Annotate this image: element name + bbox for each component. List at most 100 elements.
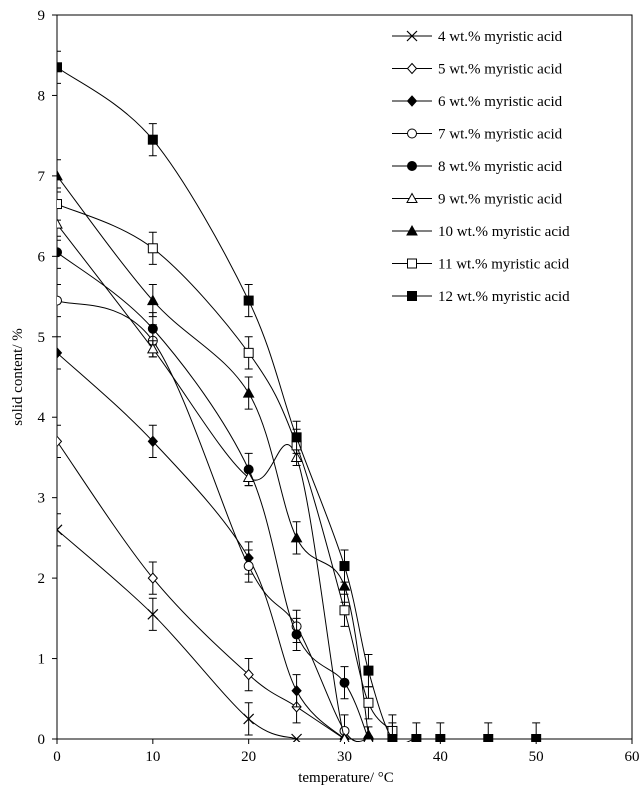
data-point (407, 291, 417, 301)
data-point (363, 697, 374, 708)
series-5 (57, 235, 374, 742)
error-bar (57, 513, 61, 547)
data-point (406, 95, 418, 107)
data-point (290, 531, 303, 543)
data-point (57, 295, 62, 306)
series-2 (57, 424, 350, 742)
legend-label: 10 wt.% myristic acid (438, 224, 570, 240)
legend-label: 6 wt.% myristic acid (438, 94, 563, 110)
series-1 (57, 513, 303, 742)
legend-item-7: 10 wt.% myristic acid (392, 224, 570, 240)
error-bar (57, 50, 61, 84)
data-point (57, 435, 63, 448)
y-tick-label: 4 (38, 410, 46, 426)
legend-label: 9 wt.% myristic acid (438, 192, 563, 208)
series-line (57, 352, 345, 740)
series-3 (57, 336, 350, 742)
x-tick-label: 30 (337, 749, 352, 765)
data-point (406, 224, 418, 236)
data-point (339, 732, 350, 742)
legend-label: 12 wt.% myristic acid (438, 289, 570, 305)
series-line (57, 300, 369, 742)
data-point (57, 347, 63, 359)
data-point (406, 30, 418, 42)
legend-item-4: 7 wt.% myristic acid (392, 127, 563, 143)
data-point (362, 728, 375, 740)
x-tick-label: 50 (529, 749, 544, 765)
x-tick-label: 40 (433, 749, 448, 765)
y-tick-label: 2 (38, 571, 46, 587)
data-point (407, 161, 417, 171)
data-point (57, 524, 63, 536)
x-tick-label: 20 (241, 749, 256, 765)
x-axis-title: temperature/ °C (298, 770, 394, 786)
error-bar (57, 336, 61, 370)
series-8 (57, 187, 398, 740)
legend: 4 wt.% myristic acid 5 wt.% myristic acid… (392, 29, 570, 305)
data-point (483, 734, 494, 742)
data-point (57, 62, 62, 73)
y-tick-label: 1 (38, 652, 46, 668)
data-point (407, 258, 417, 269)
y-tick-label: 6 (38, 249, 46, 265)
data-point (406, 62, 418, 75)
data-point (387, 734, 398, 742)
data-point (147, 323, 158, 334)
x-tick-label: 0 (53, 749, 61, 765)
series-line (57, 529, 297, 740)
data-point (435, 734, 446, 742)
data-point (243, 295, 254, 306)
y-tick-label: 8 (38, 88, 46, 104)
data-point (406, 192, 418, 203)
y-tick-label: 3 (38, 491, 46, 507)
legend-item-3: 6 wt.% myristic acid (392, 94, 563, 110)
legend-item-5: 8 wt.% myristic acid (392, 159, 563, 175)
y-tick-label: 5 (38, 330, 46, 346)
legend-label: 4 wt.% myristic acid (438, 29, 563, 45)
y-tick-label: 9 (38, 8, 46, 24)
legend-label: 5 wt.% myristic acid (438, 62, 563, 78)
data-point (147, 435, 159, 448)
axes: 0 10 20 30 40 50 60 0 1 2 3 4 5 6 7 8 9 (38, 8, 640, 765)
data-point (242, 387, 255, 398)
series-layer (57, 50, 542, 742)
data-point (147, 243, 158, 254)
data-point (146, 294, 159, 306)
data-point (57, 199, 62, 210)
data-point (339, 561, 350, 572)
y-tick-label: 7 (38, 169, 46, 185)
data-point (291, 684, 302, 697)
legend-item-1: 4 wt.% myristic acid (392, 29, 563, 45)
data-point (147, 134, 158, 145)
data-point (339, 605, 350, 616)
error-bar (57, 424, 61, 458)
series-line (57, 203, 393, 732)
y-tick-label: 0 (38, 732, 46, 748)
error-bar (57, 159, 61, 193)
data-point (243, 713, 255, 725)
error-bar (57, 187, 61, 221)
legend-item-9: 12 wt.% myristic acid (392, 289, 570, 305)
series-7 (57, 159, 375, 740)
error-bar (57, 283, 61, 318)
series-6 (57, 207, 374, 742)
series-line (57, 441, 345, 740)
series-line (57, 223, 369, 742)
x-tick-label: 60 (625, 749, 640, 765)
legend-item-8: 11 wt.% myristic acid (392, 257, 570, 273)
series-9 (57, 50, 542, 742)
data-point (338, 580, 351, 591)
data-point (339, 677, 350, 688)
error-bar (57, 235, 61, 269)
data-point (291, 629, 302, 640)
legend-item-6: 9 wt.% myristic acid (392, 192, 563, 208)
legend-label: 8 wt.% myristic acid (438, 159, 563, 175)
data-point (57, 218, 63, 229)
legend-label: 11 wt.% myristic acid (438, 257, 570, 273)
legend-label: 7 wt.% myristic acid (438, 127, 563, 143)
data-point (147, 572, 159, 584)
series-line (57, 175, 369, 736)
data-point (363, 665, 374, 676)
data-point (146, 342, 159, 354)
